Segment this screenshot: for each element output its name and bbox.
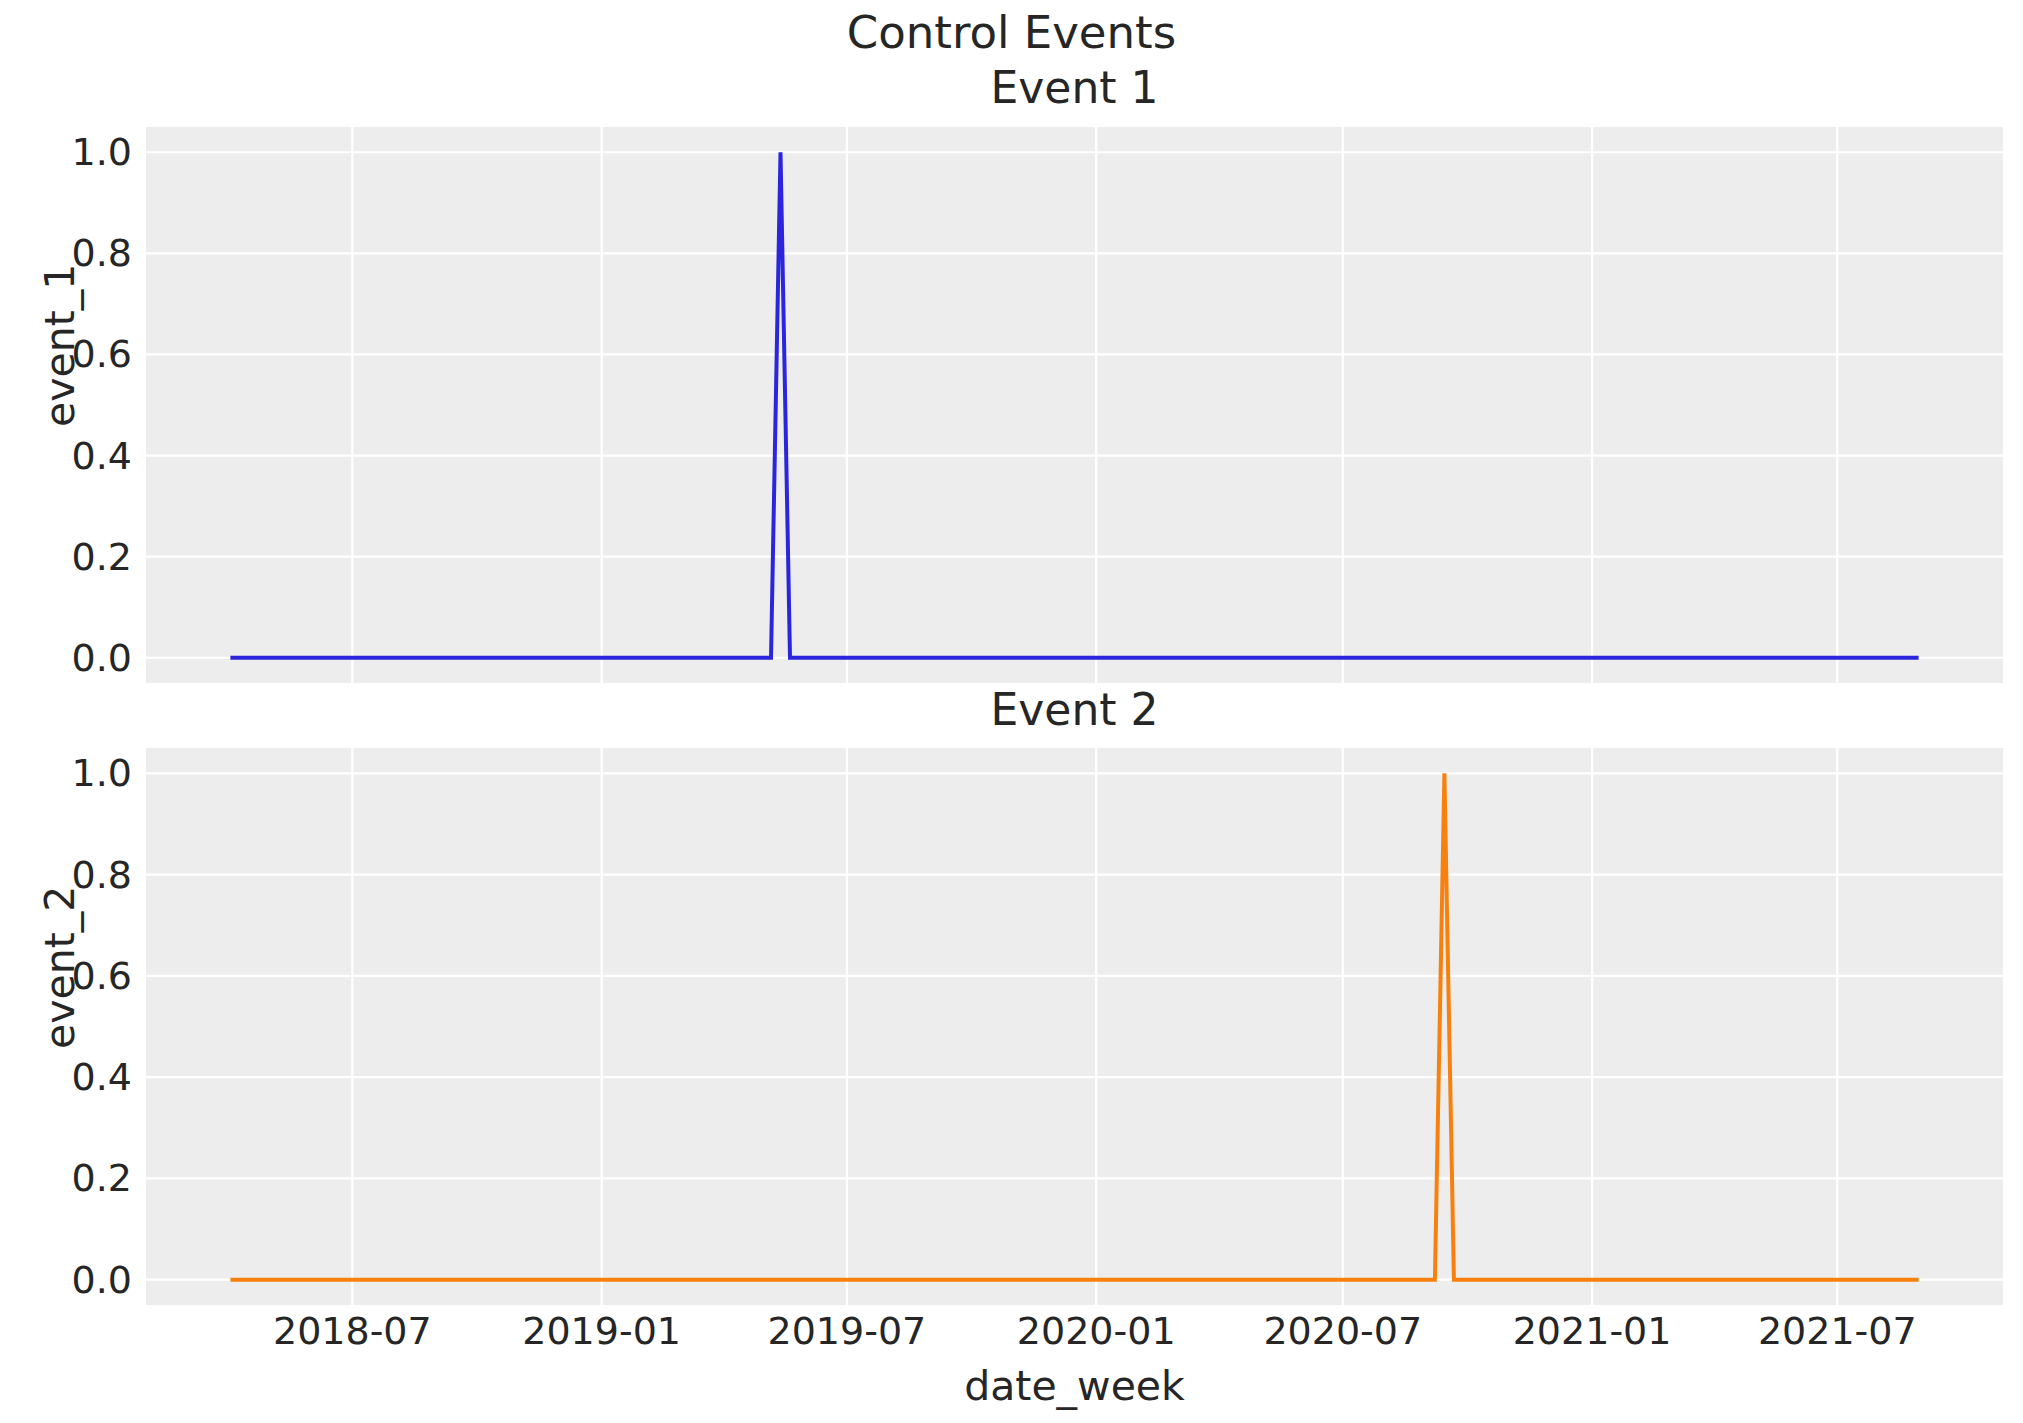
- x-axis-label: date_week: [146, 1362, 2003, 1410]
- y-tick-label: 0.2: [0, 538, 132, 576]
- x-tick-label: 2021-07: [1737, 1312, 1937, 1350]
- y-tick-label: 1.0: [0, 754, 132, 792]
- y-tick-label: 0.4: [0, 1058, 132, 1096]
- y-tick-label: 0.8: [0, 234, 132, 272]
- x-tick-label: 2020-01: [996, 1312, 1196, 1350]
- plot-area-event-2: [146, 748, 2003, 1305]
- figure: Control Events Event 1 Event 2 event_1 e…: [0, 0, 2023, 1423]
- y-tick-label: 0.6: [0, 957, 132, 995]
- y-axis-label-event-1: event_1: [36, 383, 84, 427]
- x-tick-label: 2019-01: [502, 1312, 702, 1350]
- x-tick-label: 2021-01: [1492, 1312, 1692, 1350]
- x-tick-label: 2019-07: [747, 1312, 947, 1350]
- series-line-event_1: [230, 152, 1918, 657]
- subplot-title-event-1: Event 1: [146, 64, 2003, 112]
- y-tick-label: 0.8: [0, 856, 132, 894]
- y-tick-label: 0.2: [0, 1159, 132, 1197]
- series-line-event_2: [230, 773, 1918, 1279]
- x-tick-label: 2020-07: [1243, 1312, 1443, 1350]
- y-tick-label: 0.4: [0, 437, 132, 475]
- plot-area-event-1: [146, 127, 2003, 683]
- subplot-title-event-2: Event 2: [146, 686, 2003, 734]
- y-tick-label: 1.0: [0, 133, 132, 171]
- y-tick-label: 0.0: [0, 639, 132, 677]
- y-axis-label-event-2: event_2: [36, 1005, 84, 1049]
- y-tick-label: 0.6: [0, 335, 132, 373]
- y-tick-label: 0.0: [0, 1261, 132, 1299]
- figure-title: Control Events: [0, 8, 2023, 58]
- x-tick-label: 2018-07: [252, 1312, 452, 1350]
